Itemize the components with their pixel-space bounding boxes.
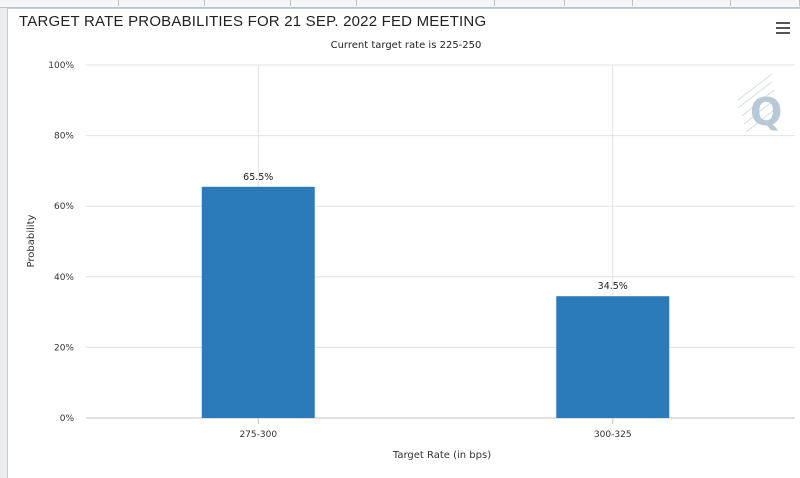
table-cell: [290, 0, 357, 6]
y-tick-label: 60%: [54, 202, 74, 212]
table-cell: [118, 0, 205, 6]
table-cell: [0, 0, 119, 6]
chart-subtitle: Current target rate is 225-250: [330, 40, 482, 51]
y-tick-label: 20%: [54, 343, 74, 353]
x-tick-label: 275-300: [239, 430, 277, 440]
y-tick-label: 0%: [60, 414, 75, 424]
x-axis-title: Target Rate (in bps): [392, 450, 491, 461]
table-cell: [204, 0, 291, 6]
data-label: 65.5%: [243, 172, 273, 183]
y-axis-title: Probability: [26, 214, 37, 267]
q-logo-watermark: Q: [737, 73, 782, 134]
svg-text:Q: Q: [750, 90, 782, 134]
x-tick-label: 300-325: [594, 430, 632, 440]
table-cell: [632, 0, 731, 6]
y-tick-label: 80%: [54, 132, 74, 142]
table-cell: [356, 0, 495, 6]
table-cell: [494, 0, 565, 6]
data-label: 34.5%: [598, 281, 628, 292]
y-tick-label: 40%: [54, 273, 74, 283]
table-cell: [578, 0, 633, 6]
bar-300-325[interactable]: [556, 296, 670, 418]
chart-title: TARGET RATE PROBABILITIES FOR 21 SEP. 20…: [19, 13, 487, 30]
hamburger-menu-icon[interactable]: [776, 22, 790, 34]
y-tick-label: 100%: [48, 61, 74, 71]
bar-275-300[interactable]: [201, 186, 315, 418]
